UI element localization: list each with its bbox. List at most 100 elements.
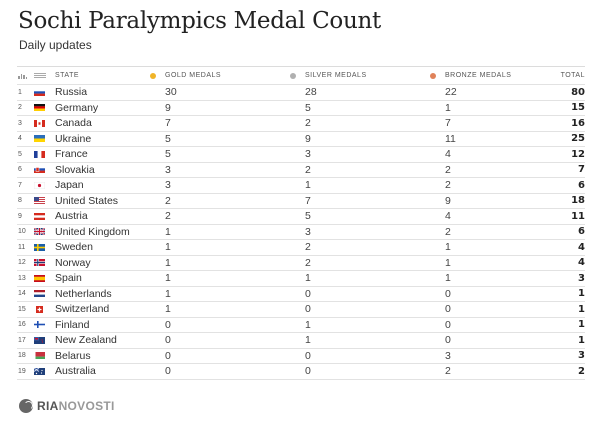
- sort-by-rank-header[interactable]: [17, 73, 34, 79]
- russia-flag-icon: [34, 88, 45, 96]
- austria-flag-icon: [34, 212, 45, 220]
- gold-count: 0: [165, 318, 171, 331]
- table-header: STATE GOLD MEDALS SILVER MEDALS BRONZE M…: [17, 66, 585, 84]
- total-count: 25: [571, 133, 585, 145]
- flag-cell: [34, 367, 55, 375]
- table-row[interactable]: 7 Japan 3 1 2 6: [17, 177, 585, 193]
- bronze-count: 0: [445, 318, 451, 331]
- netherlands-flag-icon: [34, 290, 45, 298]
- silver-count: 0: [305, 287, 311, 300]
- rank-cell: 14: [18, 290, 26, 298]
- usa-flag-icon: [34, 197, 45, 205]
- table-row[interactable]: 1 Russia 30 28 22 80: [17, 84, 585, 100]
- gold-count: 5: [165, 132, 171, 145]
- rank-cell: 11: [18, 243, 26, 251]
- gold-column-header[interactable]: GOLD MEDALS: [150, 72, 305, 79]
- bronze-column-header[interactable]: BRONZE MEDALS: [430, 72, 555, 79]
- table-row[interactable]: 10 United Kingdom 1 3 2 6: [17, 223, 585, 240]
- rank-cell: 12: [18, 259, 26, 267]
- silver-count: 1: [305, 318, 311, 331]
- flag-cell: [34, 88, 55, 96]
- table-bottom-border: [17, 378, 585, 380]
- total-count: 16: [571, 117, 585, 129]
- table-row[interactable]: 13 Spain 1 1 1 3: [17, 270, 585, 286]
- bronze-count: 2: [445, 179, 451, 192]
- rank-cell: 17: [18, 336, 26, 344]
- bar-chart-icon: [18, 73, 34, 79]
- rank-cell: 15: [18, 305, 26, 313]
- bronze-count: 2: [445, 225, 451, 238]
- rank-cell: 4: [18, 135, 22, 143]
- country-name: United Kingdom: [55, 225, 130, 238]
- gold-count: 1: [165, 272, 171, 285]
- table-row[interactable]: 8 United States 2 7 9 18: [17, 192, 585, 209]
- gold-count: 0: [165, 365, 171, 378]
- rank-cell: 2: [18, 104, 22, 112]
- table-row[interactable]: 15 Switzerland 1 0 0 1: [17, 301, 585, 317]
- state-column-header[interactable]: STATE: [55, 72, 80, 79]
- total-count: 2: [578, 365, 585, 377]
- country-name: Ukraine: [55, 132, 92, 145]
- country-name: Sweden: [55, 241, 93, 254]
- rank-cell: 5: [18, 150, 22, 158]
- table-row[interactable]: 14 Netherlands 1 0 0 1: [17, 285, 585, 302]
- total-count: 11: [571, 210, 585, 222]
- uk-flag-icon: [34, 228, 45, 236]
- country-name: Russia: [55, 86, 88, 99]
- bronze-count: 4: [445, 210, 451, 223]
- table-row[interactable]: 12 Norway 1 2 1 4: [17, 254, 585, 271]
- total-count: 80: [571, 86, 585, 98]
- flag-column-header: [34, 73, 55, 78]
- bronze-count: 1: [445, 101, 451, 114]
- flag-cell: [34, 321, 55, 329]
- table-row[interactable]: 6 Slovakia 3 2 2 7: [17, 161, 585, 178]
- bronze-count: 2: [445, 163, 451, 176]
- germany-flag-icon: [34, 104, 45, 112]
- table-row[interactable]: 16 Finland 0 1 0 1: [17, 316, 585, 333]
- country-name: France: [55, 148, 88, 161]
- rank-cell: 6: [18, 166, 22, 174]
- bronze-count: 0: [445, 334, 451, 347]
- bronze-count: 0: [445, 303, 451, 316]
- table-row[interactable]: 9 Austria 2 5 4 11: [17, 208, 585, 224]
- table-row[interactable]: 4 Ukraine 5 9 11 25: [17, 130, 585, 147]
- table-row[interactable]: 2 Germany 9 5 1 15: [17, 99, 585, 116]
- switzerland-flag-icon: [36, 305, 43, 313]
- finland-flag-icon: [34, 321, 45, 329]
- slovakia-flag-icon: [34, 166, 45, 174]
- total-count: 3: [578, 272, 585, 284]
- page-subtitle: Daily updates: [19, 38, 92, 52]
- bronze-count: 9: [445, 194, 451, 207]
- total-column-header[interactable]: TOTAL: [560, 72, 585, 79]
- bronze-count: 7: [445, 117, 451, 130]
- silver-count: 3: [305, 225, 311, 238]
- table-row[interactable]: 11 Sweden 1 2 1 4: [17, 239, 585, 255]
- gold-count: 1: [165, 287, 171, 300]
- bronze-count: 1: [445, 272, 451, 285]
- table-body: 1 Russia 30 28 22 80 2 Germany 9 5 1 15 3 Canada 7 2 7 16…: [17, 84, 585, 379]
- bronze-count: 22: [445, 86, 457, 99]
- flag-cell: [34, 305, 55, 313]
- table-row[interactable]: 17 New Zealand 0 1 0 1: [17, 332, 585, 348]
- bronze-count: 1: [445, 256, 451, 269]
- table-row[interactable]: 19 Australia 0 0 2 2: [17, 363, 585, 379]
- country-name: New Zealand: [55, 334, 117, 347]
- spain-flag-icon: [34, 274, 45, 282]
- country-name: Australia: [55, 365, 96, 378]
- country-name: Finland: [55, 318, 90, 331]
- table-row[interactable]: 5 France 5 3 4 12: [17, 146, 585, 162]
- medal-table: STATE GOLD MEDALS SILVER MEDALS BRONZE M…: [17, 66, 585, 380]
- bronze-count: 2: [445, 365, 451, 378]
- bronze-count: 11: [445, 132, 456, 145]
- country-name: Slovakia: [55, 163, 95, 176]
- silver-column-header[interactable]: SILVER MEDALS: [290, 72, 445, 79]
- rank-cell: 9: [18, 212, 22, 220]
- table-row[interactable]: 18 Belarus 0 0 3 3: [17, 347, 585, 364]
- country-name: Japan: [55, 179, 84, 192]
- total-count: 1: [578, 288, 585, 300]
- rank-cell: 18: [18, 352, 26, 360]
- table-row[interactable]: 3 Canada 7 2 7 16: [17, 115, 585, 131]
- flag-cell: [34, 352, 55, 360]
- flag-cell: [34, 212, 55, 220]
- total-count: 6: [578, 226, 585, 238]
